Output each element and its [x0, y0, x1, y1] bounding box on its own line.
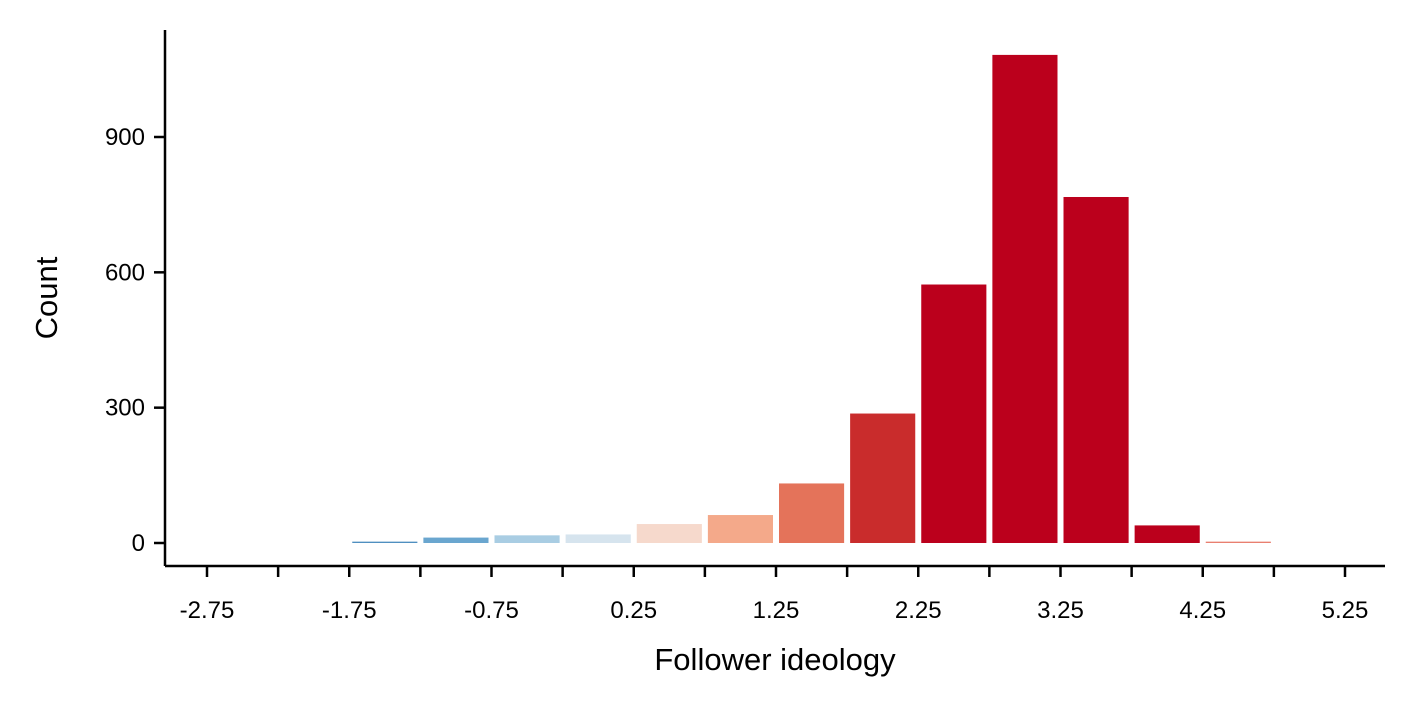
- bar-4: [636, 524, 702, 543]
- x-tick-label-2: -0.75: [464, 597, 519, 624]
- bar-3: [565, 534, 631, 543]
- bar-12: [1205, 541, 1271, 543]
- bar-10: [1063, 196, 1129, 543]
- bar-1: [423, 537, 489, 543]
- y-axis: 0 300 600 900: [105, 30, 167, 566]
- bar-6: [779, 483, 845, 543]
- x-tick-label-4: 1.25: [753, 597, 800, 624]
- x-tick-label-6: 3.25: [1037, 597, 1084, 624]
- x-tick-label-1: -1.75: [322, 597, 377, 624]
- bar-7: [850, 413, 916, 543]
- bars-group: [352, 54, 1271, 544]
- y-tick-label-2: 600: [105, 259, 145, 286]
- x-axis-title: Follower ideology: [654, 642, 896, 677]
- x-tick-label-7: 4.25: [1179, 597, 1226, 624]
- x-tick-label-0: -2.75: [180, 597, 235, 624]
- x-tick-label-5: 2.25: [895, 597, 942, 624]
- y-tick-label-3: 900: [105, 124, 145, 151]
- bar-2: [494, 535, 560, 543]
- y-tick-label-0: 0: [132, 530, 145, 557]
- x-tick-label-8: 5.25: [1322, 597, 1369, 624]
- bar-0: [352, 541, 418, 543]
- bar-5: [707, 515, 773, 543]
- bar-11: [1134, 525, 1200, 543]
- y-axis-title: Count: [29, 256, 64, 339]
- bar-8: [921, 284, 987, 543]
- y-tick-label-1: 300: [105, 395, 145, 422]
- bar-9: [992, 54, 1058, 544]
- x-tick-label-3: 0.25: [610, 597, 657, 624]
- x-axis: -2.75 -1.75 -0.75 0.25 1.25 2.25 3.25 4.25 5.25: [165, 564, 1385, 624]
